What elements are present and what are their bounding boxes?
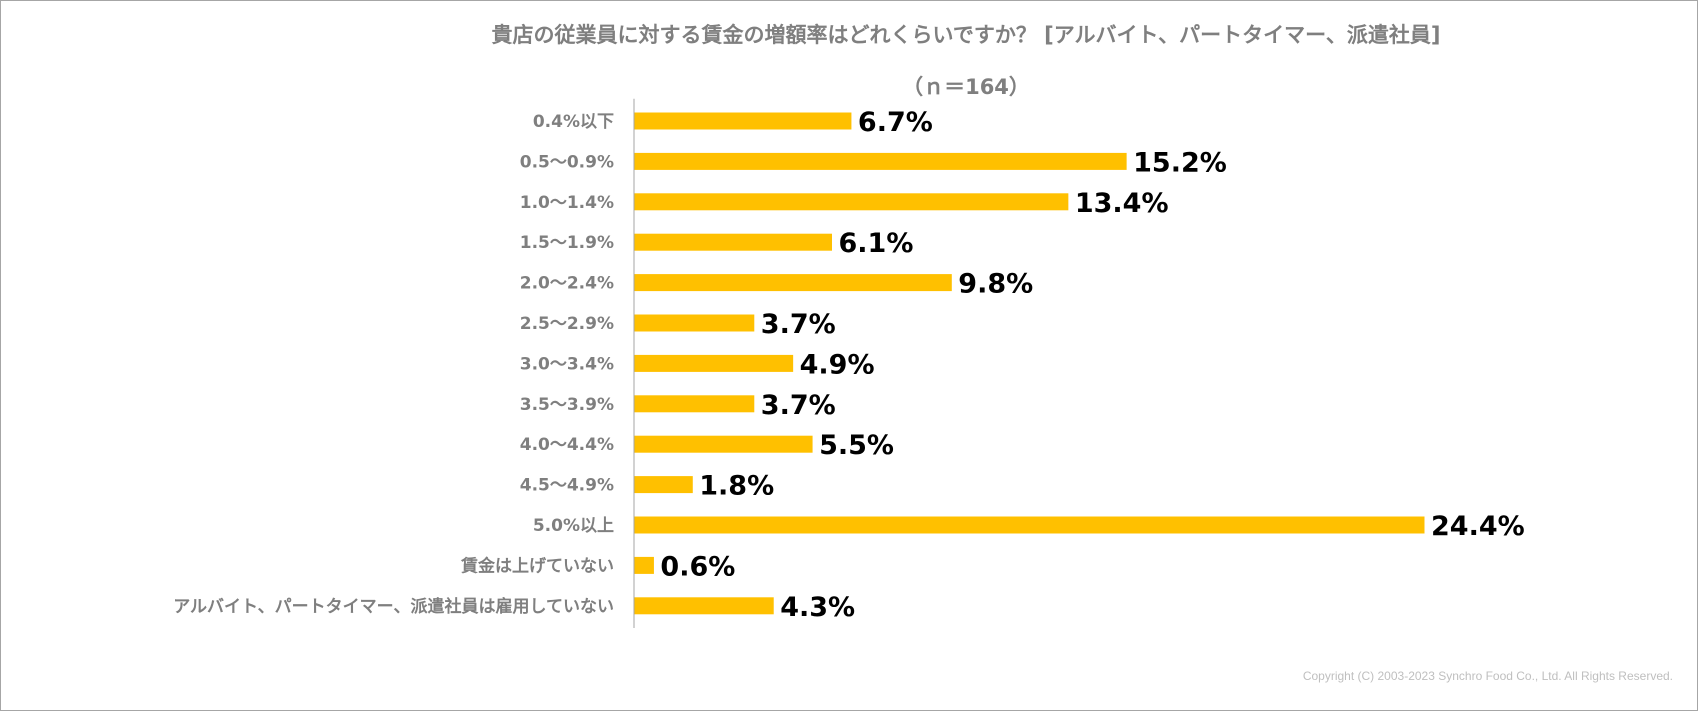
category-label: 5.0%以上 <box>533 516 614 536</box>
data-label: 9.8% <box>958 269 1033 300</box>
data-label: 1.8% <box>699 471 774 502</box>
category-label: アルバイト、パートタイマー、派遣社員は雇用していない <box>173 596 614 617</box>
category-label: 賃金は上げていない <box>460 555 614 576</box>
bar <box>634 354 794 372</box>
data-label: 6.7% <box>858 107 933 138</box>
chart-subtitle: （ｎ＝164） <box>902 75 1030 99</box>
copyright-notice: Copyright (C) 2003-2023 Synchro Food Co.… <box>1302 669 1673 683</box>
category-label: 4.5～4.9% <box>520 476 614 496</box>
bar <box>634 516 1425 534</box>
data-label: 4.9% <box>800 349 875 380</box>
data-label: 13.4% <box>1075 188 1169 219</box>
category-label: 4.0～4.4% <box>520 435 614 455</box>
data-label: 5.5% <box>819 430 894 461</box>
bar <box>634 112 852 130</box>
bar <box>634 395 755 413</box>
bar <box>634 152 1127 170</box>
category-label: 1.5～1.9% <box>520 233 614 253</box>
data-label: 24.4% <box>1431 511 1525 542</box>
bar <box>634 233 832 251</box>
bar <box>634 193 1069 211</box>
bar <box>634 556 654 574</box>
bar <box>634 314 755 332</box>
category-label: 2.5～2.9% <box>520 314 614 334</box>
bar <box>634 435 813 453</box>
bar <box>634 476 693 494</box>
category-label: 3.5～3.9% <box>520 395 614 415</box>
data-label: 15.2% <box>1133 147 1227 178</box>
bar <box>634 274 952 292</box>
category-label: 0.5～0.9% <box>520 152 614 172</box>
category-label: 3.0～3.4% <box>520 354 614 374</box>
data-label: 4.3% <box>780 592 855 623</box>
category-label: 2.0～2.4% <box>520 274 614 294</box>
category-label: 1.0～1.4% <box>520 193 614 213</box>
data-label: 6.1% <box>839 228 914 259</box>
category-label: 0.4%以下 <box>533 112 614 132</box>
bar <box>634 597 774 615</box>
data-label: 3.7% <box>761 390 836 421</box>
data-label: 0.6% <box>660 551 735 582</box>
data-label: 3.7% <box>761 309 836 340</box>
chart-title: 貴店の従業員に対する賃金の増額率はどれくらいですか？ [アルバイト、パートタイマ… <box>491 23 1441 47</box>
